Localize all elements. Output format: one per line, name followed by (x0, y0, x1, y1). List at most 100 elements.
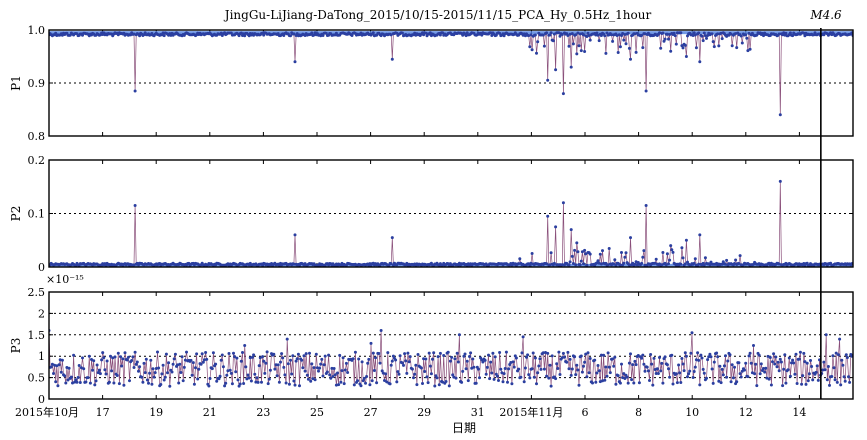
data-point (791, 34, 795, 38)
data-point (518, 257, 522, 261)
data-point (424, 31, 428, 35)
data-point (698, 60, 702, 64)
data-point (262, 33, 266, 37)
data-point (490, 371, 494, 375)
data-point (253, 372, 257, 376)
data-point (162, 378, 166, 382)
data-point (608, 371, 612, 375)
data-point (88, 381, 92, 385)
data-point (558, 373, 562, 376)
data-point (683, 262, 687, 266)
data-point (555, 362, 559, 366)
data-point (641, 353, 645, 357)
data-point (525, 355, 528, 359)
data-point (498, 31, 502, 35)
data-point (625, 375, 629, 379)
data-point (599, 353, 603, 357)
y-tick-label: 0.9 (28, 77, 46, 90)
data-point (249, 379, 253, 383)
data-point (646, 369, 650, 373)
data-point (133, 89, 137, 93)
data-point (180, 355, 184, 359)
data-point (328, 373, 332, 377)
data-point (687, 372, 691, 376)
data-point (265, 350, 269, 354)
data-point (649, 353, 653, 356)
data-point (207, 384, 211, 388)
data-point (344, 361, 348, 365)
data-point (703, 34, 707, 38)
data-point (805, 361, 809, 365)
data-point (123, 351, 127, 355)
data-point (613, 258, 617, 262)
data-point (481, 360, 485, 364)
data-point (437, 383, 441, 387)
data-point (560, 263, 564, 267)
data-point (520, 351, 524, 355)
data-point (258, 356, 262, 360)
data-point (220, 353, 224, 357)
data-point (512, 365, 516, 369)
data-point (164, 352, 168, 356)
data-point (716, 32, 720, 36)
data-point (689, 351, 693, 355)
data-point (304, 352, 308, 356)
data-point (640, 33, 644, 37)
data-point (182, 365, 186, 369)
series-line (49, 181, 853, 267)
data-point (533, 33, 537, 37)
data-point (138, 34, 142, 38)
data-point (588, 357, 592, 360)
x-tick-label: 23 (256, 406, 270, 419)
data-point (595, 31, 599, 35)
data-point (755, 384, 759, 388)
data-point (556, 367, 560, 370)
data-point (493, 355, 497, 359)
data-point (788, 374, 792, 378)
data-point (574, 263, 578, 267)
data-point (247, 376, 251, 380)
data-point (488, 377, 492, 381)
data-point (375, 381, 379, 385)
data-point (549, 31, 553, 35)
data-point (698, 233, 702, 237)
data-point (121, 357, 125, 361)
data-point (786, 368, 790, 372)
data-point (629, 57, 632, 61)
data-point (583, 248, 587, 252)
data-point (230, 382, 234, 386)
data-point (181, 379, 185, 383)
x-tick-label: 6 (582, 406, 589, 419)
data-point (63, 374, 67, 378)
data-point (336, 371, 339, 375)
data-point (115, 374, 119, 377)
data-point (546, 78, 550, 82)
data-point (101, 351, 105, 355)
data-point (173, 352, 177, 356)
data-point (272, 352, 276, 356)
data-point (832, 366, 836, 370)
data-point (415, 383, 419, 387)
data-point (199, 362, 203, 366)
data-point (91, 368, 95, 372)
data-point (580, 370, 584, 374)
p3-scale-label: ×10⁻¹⁵ (46, 273, 84, 286)
data-point (273, 367, 277, 371)
data-point (236, 378, 240, 382)
data-point (566, 350, 570, 354)
data-point (59, 370, 63, 374)
data-point (716, 355, 720, 359)
data-point (764, 366, 768, 370)
data-point (747, 354, 751, 358)
data-point (682, 369, 686, 373)
data-point (102, 356, 106, 360)
data-point (340, 369, 344, 373)
data-point (773, 362, 777, 366)
data-point (381, 371, 385, 375)
data-point (491, 351, 495, 355)
data-point (64, 381, 68, 385)
data-point (574, 373, 578, 377)
data-point (622, 38, 626, 42)
data-point (679, 381, 683, 384)
data-point (597, 369, 601, 373)
